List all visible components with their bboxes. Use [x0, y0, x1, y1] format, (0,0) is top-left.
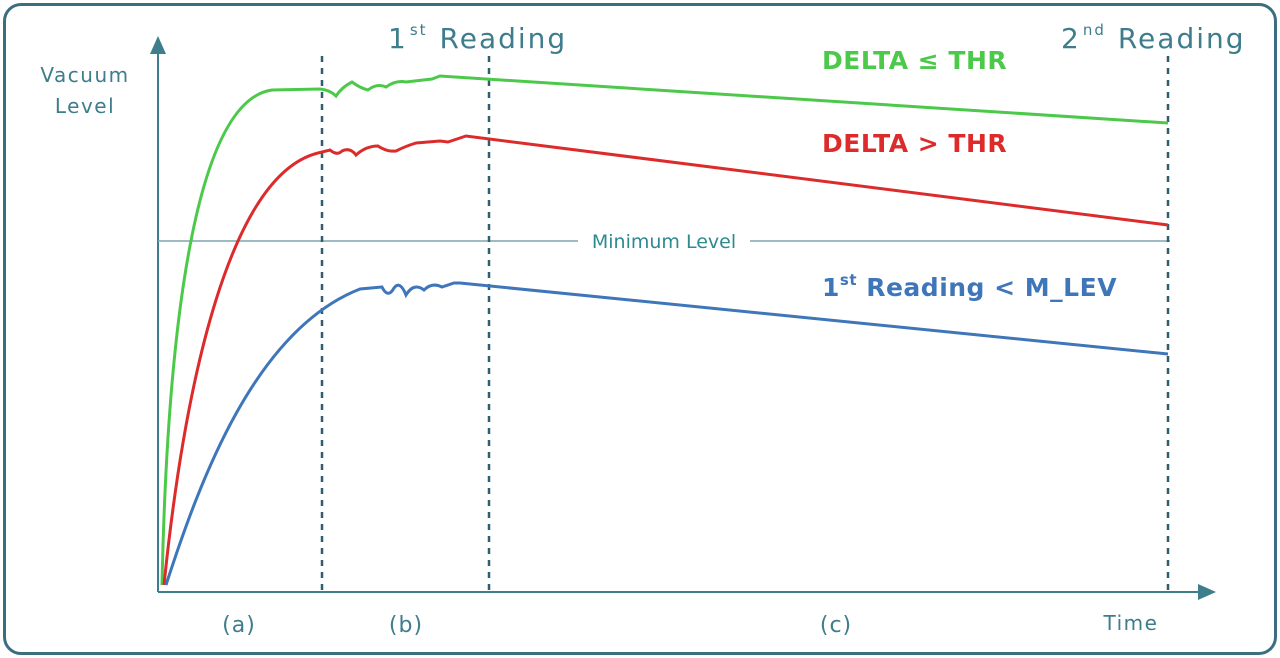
phase-c-label: (c): [820, 613, 852, 638]
x-axis-arrow: [1198, 584, 1216, 600]
first-reading-number: 1: [388, 22, 408, 55]
red-curve: [162, 134, 1169, 586]
second-reading-suffix: nd: [1083, 21, 1106, 39]
y-axis-label-line2: Level: [55, 94, 115, 118]
minimum-level-label: Minimum Level: [592, 231, 736, 253]
phase-b-label: (b): [389, 613, 423, 638]
blue-label-rest: Reading < M_LEV: [857, 273, 1117, 302]
blue-label-suffix: st: [840, 271, 857, 289]
phase-a-label: (a): [222, 613, 256, 638]
second-reading-word: Reading: [1118, 22, 1246, 55]
y-axis-arrow: [150, 36, 166, 54]
second-reading-number: 2: [1061, 22, 1081, 55]
y-axis-label-line1: Vacuum: [40, 63, 129, 87]
x-axis-label: Time: [1103, 611, 1159, 635]
blue-label-prefix: 1: [822, 273, 840, 302]
green-curve: [160, 74, 1169, 586]
green-curve-label: DELTA ≤ THR: [822, 46, 1007, 75]
red-curve-label: DELTA > THR: [822, 129, 1007, 158]
first-reading-word: Reading: [440, 22, 568, 55]
blue-curve-label: 1st Reading < M_LEV: [822, 271, 1117, 302]
first-reading-suffix: st: [410, 21, 428, 39]
diagram-frame: [3, 3, 1277, 655]
blue-curve: [164, 281, 1169, 586]
